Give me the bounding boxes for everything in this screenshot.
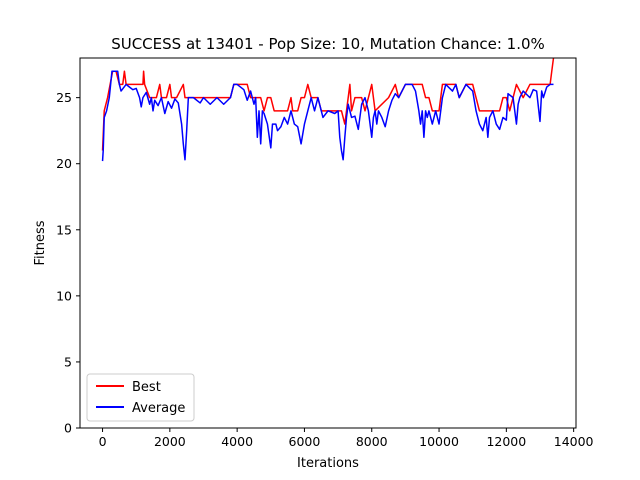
series-line-average (101, 70, 554, 162)
y-axis-label: Fitness (33, 220, 48, 265)
legend-label-average: Average (132, 401, 185, 416)
y-tick-label: 10 (56, 288, 72, 303)
x-tick-label: 4000 (221, 434, 253, 449)
y-tick-label: 15 (56, 222, 72, 237)
x-tick-label: 6000 (289, 434, 321, 449)
x-tick-label: 2000 (154, 434, 186, 449)
plot-frame (79, 57, 577, 429)
legend-label-best: Best (132, 380, 161, 395)
x-tick-label: 10000 (419, 434, 459, 449)
x-tick-label: 8000 (356, 434, 388, 449)
legend: Best Average (86, 373, 195, 422)
series-layer (101, 58, 555, 162)
x-tick-label: 14000 (554, 434, 594, 449)
y-tick-label: 5 (64, 354, 72, 369)
x-tick-label: 0 (99, 434, 107, 449)
x-axis-label: Iterations (297, 456, 359, 471)
y-tick-label: 0 (64, 421, 72, 436)
x-tick-label: 12000 (486, 434, 526, 449)
chart-title: SUCCESS at 13401 - Pop Size: 10, Mutatio… (111, 35, 545, 53)
y-tick-label: 25 (56, 90, 72, 105)
ticks-layer: 0 2000 4000 6000 8000 10000 12000 14000 0 5 10 15 20… (56, 90, 593, 449)
y-tick-label: 20 (56, 156, 72, 171)
